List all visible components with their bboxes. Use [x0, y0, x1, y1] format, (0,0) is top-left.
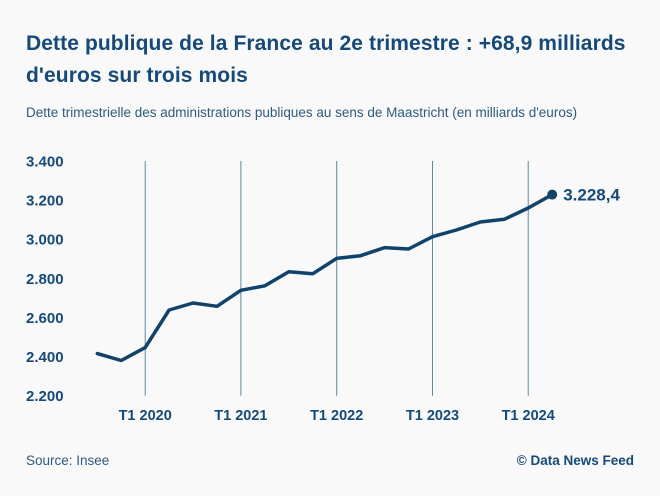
y-axis-tick-label: 3.400	[26, 154, 64, 171]
chart-subtitle: Dette trimestrielle des administrations …	[26, 105, 578, 120]
y-axis-tick-label: 2.800	[26, 271, 64, 288]
y-axis-tick-label: 3.000	[26, 232, 64, 249]
x-axis-tick-label: T1 2024	[502, 408, 555, 424]
end-value-label: 3.228,4	[563, 186, 620, 205]
debt-line-series	[95, 192, 554, 363]
x-axis-tick-label: T1 2021	[214, 408, 267, 424]
chart-title: Dette publique de la France au 2e trimes…	[26, 32, 626, 87]
x-axis-tick-label: T1 2022	[310, 408, 363, 424]
credit-label: © Data News Feed	[516, 453, 634, 468]
source-label: Source: Insee	[26, 453, 110, 468]
y-axis-tick-label: 2.600	[26, 310, 64, 327]
footer: Source: Insee © Data News Feed	[26, 453, 634, 468]
y-axis-tick-label: 2.400	[26, 349, 64, 366]
x-axis-tick-label: T1 2020	[119, 408, 172, 424]
y-axis-tick-label: 2.200	[26, 388, 64, 405]
header: Dette publique de la France au 2e trimes…	[26, 28, 644, 123]
x-axis-tick-label: T1 2023	[406, 408, 459, 424]
end-point-marker	[547, 189, 558, 200]
y-axis-tick-label: 3.200	[26, 193, 64, 210]
